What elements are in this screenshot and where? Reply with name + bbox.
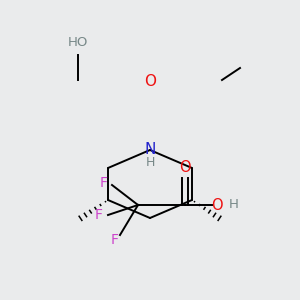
Text: F: F	[100, 176, 108, 190]
Text: F: F	[111, 233, 119, 247]
Text: HO: HO	[68, 35, 88, 49]
Text: H: H	[229, 199, 239, 212]
Text: O: O	[144, 74, 156, 89]
Text: N: N	[144, 142, 156, 158]
Text: F: F	[95, 208, 103, 222]
Text: H: H	[145, 157, 155, 169]
Text: O: O	[211, 197, 223, 212]
Text: O: O	[179, 160, 191, 175]
